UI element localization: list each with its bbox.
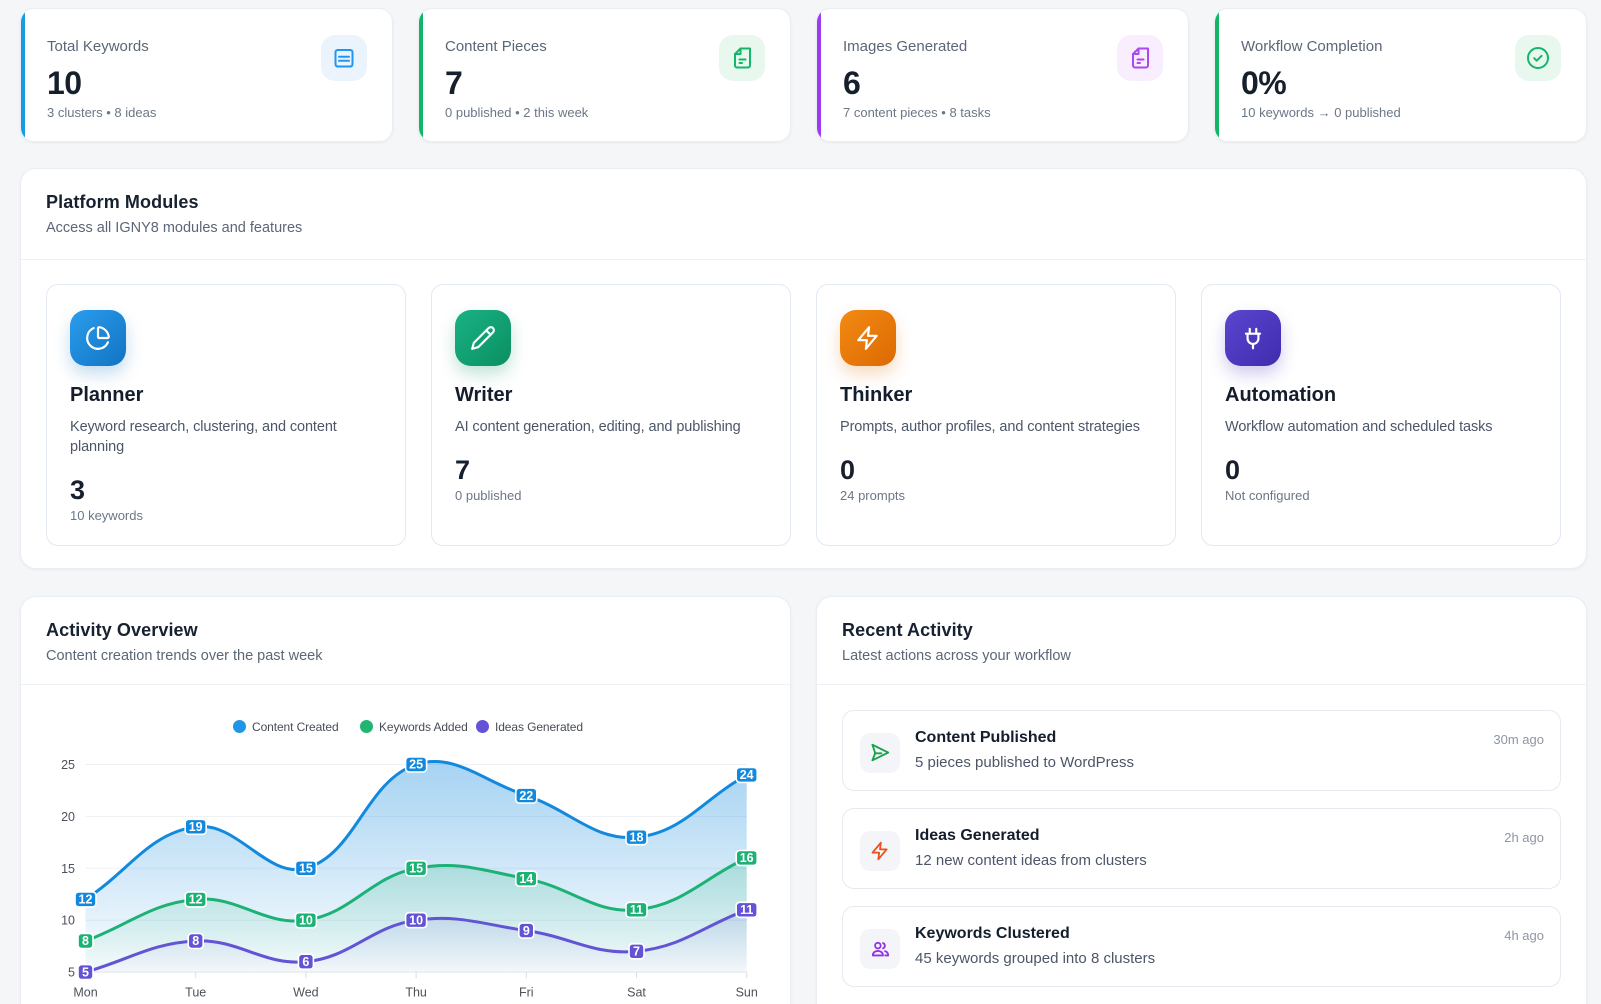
svg-text:20: 20 — [61, 810, 75, 824]
svg-text:25: 25 — [409, 758, 423, 772]
svg-text:Ideas Generated: Ideas Generated — [495, 720, 583, 734]
svg-text:9: 9 — [523, 924, 530, 938]
svg-text:19: 19 — [189, 820, 203, 834]
svg-text:12: 12 — [79, 893, 93, 907]
svg-text:Wed: Wed — [293, 986, 319, 1000]
svg-text:11: 11 — [630, 903, 643, 917]
svg-text:8: 8 — [192, 934, 199, 948]
svg-text:Fri: Fri — [519, 986, 534, 1000]
svg-text:15: 15 — [299, 862, 313, 876]
svg-text:7: 7 — [633, 945, 640, 959]
svg-text:22: 22 — [519, 789, 533, 803]
svg-text:10: 10 — [409, 913, 423, 927]
svg-text:14: 14 — [519, 872, 533, 886]
svg-text:Keywords Added: Keywords Added — [379, 720, 468, 734]
svg-text:Thu: Thu — [405, 986, 427, 1000]
svg-text:Sun: Sun — [736, 986, 758, 1000]
svg-text:12: 12 — [189, 893, 203, 907]
svg-text:8: 8 — [82, 934, 89, 948]
svg-text:24: 24 — [740, 768, 754, 782]
svg-text:15: 15 — [409, 862, 423, 876]
svg-text:16: 16 — [740, 851, 754, 865]
svg-text:25: 25 — [61, 758, 75, 772]
svg-text:18: 18 — [630, 830, 644, 844]
svg-text:11: 11 — [740, 903, 753, 917]
svg-text:Content Created: Content Created — [252, 720, 339, 734]
svg-text:5: 5 — [82, 965, 89, 979]
svg-text:Tue: Tue — [185, 986, 206, 1000]
svg-text:10: 10 — [299, 913, 313, 927]
svg-text:Sat: Sat — [627, 986, 646, 1000]
svg-text:15: 15 — [61, 862, 75, 876]
svg-text:5: 5 — [68, 966, 75, 980]
svg-text:10: 10 — [61, 914, 75, 928]
svg-text:6: 6 — [302, 955, 309, 969]
svg-text:Mon: Mon — [73, 986, 97, 1000]
